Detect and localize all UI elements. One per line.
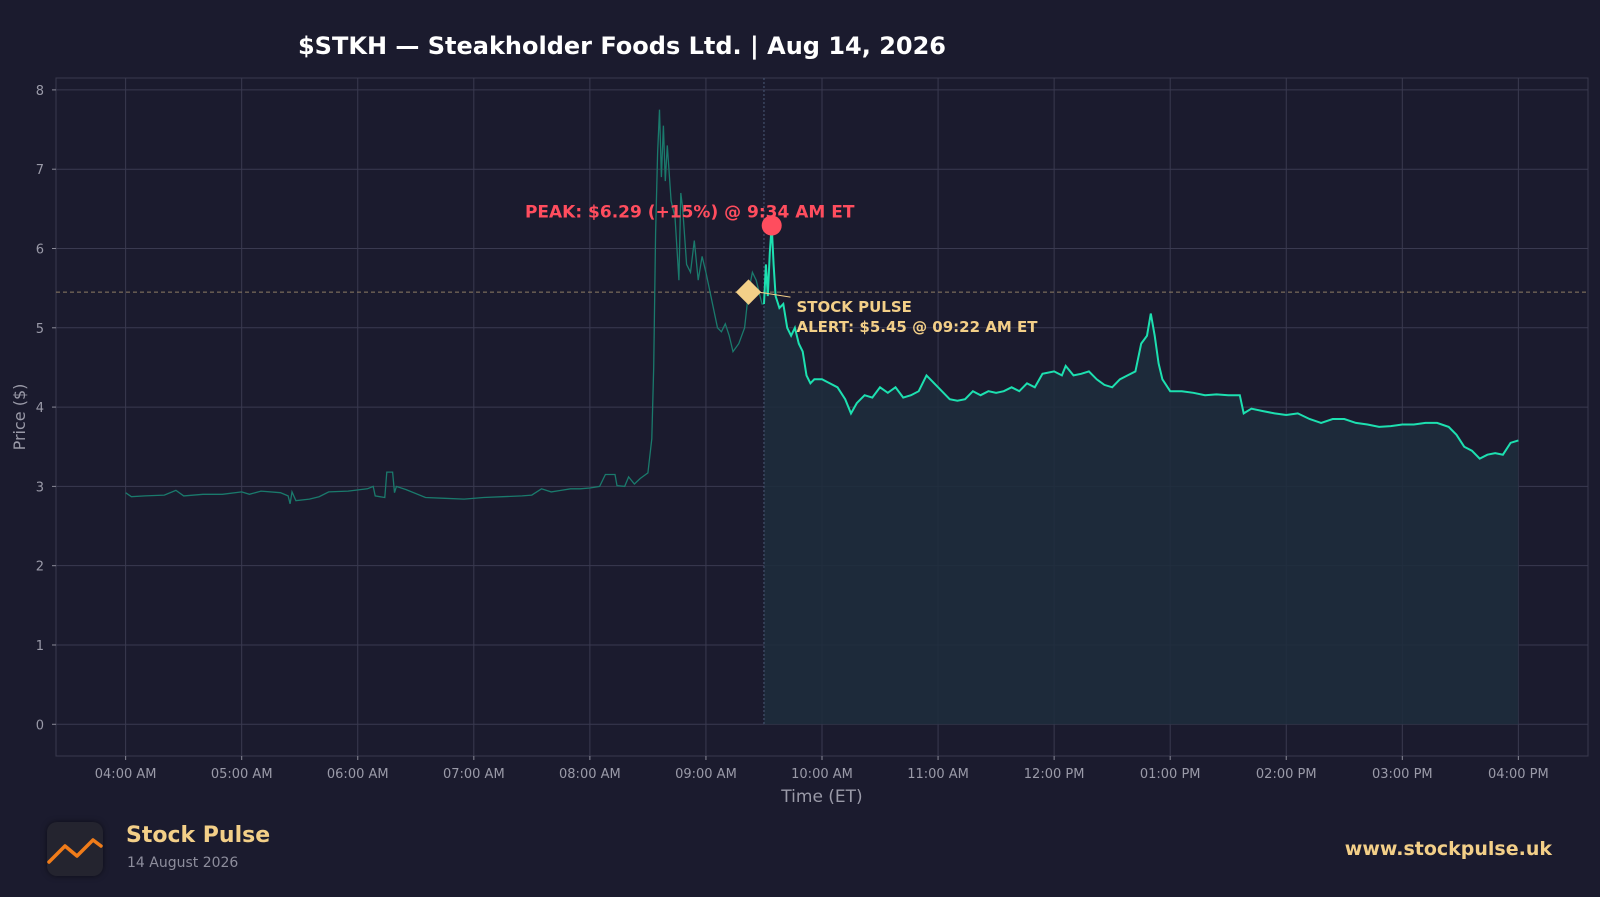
y-tick-label: 3 — [36, 480, 44, 495]
x-tick-label: 02:00 PM — [1256, 767, 1317, 782]
alert-label-title: STOCK PULSE — [796, 298, 911, 316]
x-axis: 04:00 AM 05:00 AM 06:00 AM 07:00 AM 08:00 AM… — [95, 756, 1549, 782]
y-tick-label: 6 — [36, 242, 44, 257]
x-tick-label: 04:00 PM — [1488, 767, 1549, 782]
x-tick-label: 03:00 PM — [1372, 767, 1433, 782]
alert-leader-line — [758, 291, 791, 298]
peak-marker — [761, 215, 782, 236]
peak-label: PEAK: $6.29 (+15%) @ 9:34 AM ET — [525, 202, 855, 222]
y-axis-label: Price ($) — [10, 384, 29, 451]
premarket-price-line — [125, 109, 764, 504]
x-tick-label: 11:00 AM — [907, 767, 969, 782]
y-tick-label: 0 — [36, 718, 44, 733]
x-tick-label: 01:00 PM — [1140, 767, 1201, 782]
y-tick-label: 2 — [36, 560, 44, 575]
chart-title: $STKH — Steakholder Foods Ltd. | Aug 14,… — [298, 32, 946, 60]
regular-session-area — [764, 225, 1519, 725]
x-tick-label: 06:00 AM — [327, 767, 389, 782]
brand-logo — [47, 822, 103, 876]
x-tick-label: 10:00 AM — [791, 767, 853, 782]
x-tick-label: 09:00 AM — [675, 767, 737, 782]
brand-date: 14 August 2026 — [127, 855, 239, 871]
brand-url[interactable]: www.stockpulse.uk — [1344, 838, 1552, 860]
x-tick-label: 08:00 AM — [559, 767, 621, 782]
alert-marker — [735, 279, 762, 305]
trend-line-icon — [47, 838, 103, 864]
regular-session-price-line — [763, 225, 1519, 460]
x-tick-label: 04:00 AM — [95, 767, 157, 782]
alert-label-detail: ALERT: $5.45 @ 09:22 AM ET — [796, 318, 1038, 336]
x-axis-label: Time (ET) — [780, 787, 862, 807]
y-tick-label: 7 — [36, 163, 44, 178]
x-tick-label: 07:00 AM — [443, 767, 505, 782]
y-axis: 0 1 2 3 4 5 6 7 8 — [36, 84, 56, 733]
x-tick-label: 05:00 AM — [211, 767, 273, 782]
x-tick-label: 12:00 PM — [1024, 767, 1085, 782]
brand-name: Stock Pulse — [126, 823, 271, 848]
y-tick-label: 5 — [36, 322, 44, 337]
y-tick-label: 1 — [36, 639, 44, 654]
y-tick-label: 4 — [36, 401, 44, 416]
y-tick-label: 8 — [36, 84, 44, 99]
